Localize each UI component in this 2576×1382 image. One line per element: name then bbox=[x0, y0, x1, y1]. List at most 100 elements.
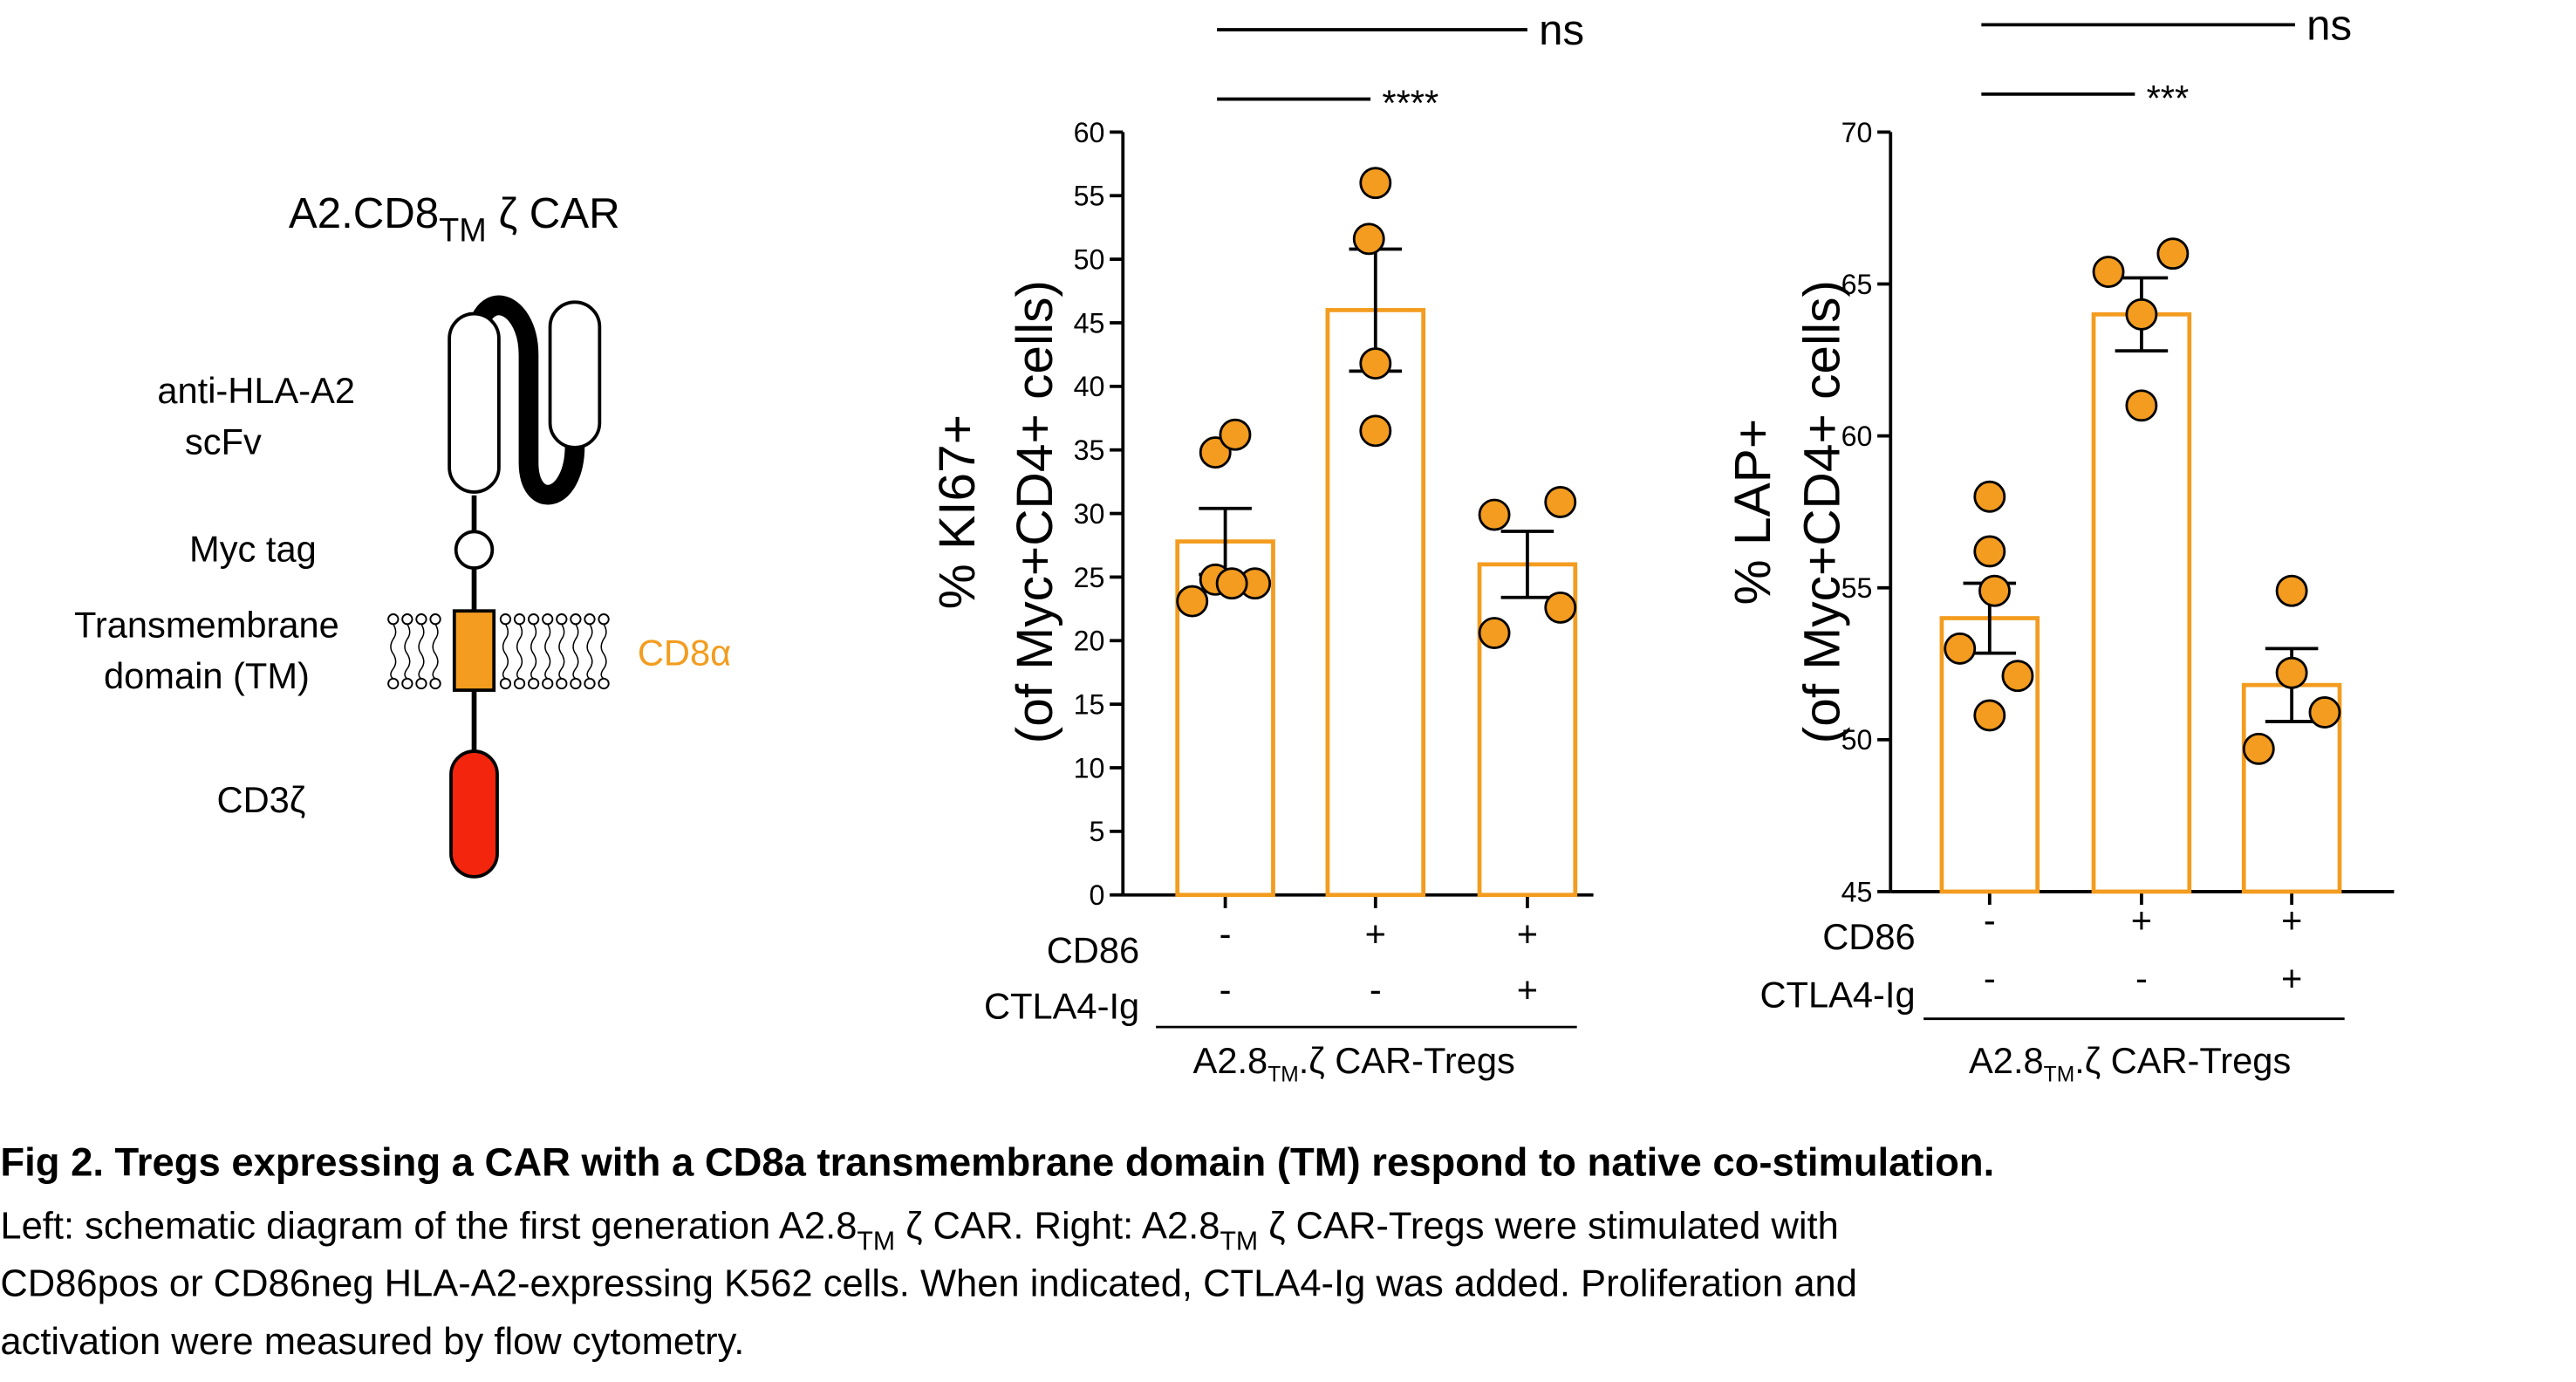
lipid-tail bbox=[530, 623, 537, 680]
lipid-tail bbox=[390, 623, 397, 680]
data-point bbox=[2125, 298, 2158, 331]
condition-sign: + bbox=[1517, 969, 1538, 1010]
label: CD8α bbox=[638, 633, 731, 674]
data-point bbox=[2275, 656, 2308, 689]
data-point bbox=[1973, 535, 2006, 568]
lipid-head bbox=[542, 677, 554, 690]
lipid-head bbox=[513, 677, 526, 690]
cd3-domain bbox=[449, 749, 499, 879]
bar bbox=[1325, 308, 1426, 898]
lipid-head bbox=[570, 677, 582, 690]
lipid-tail bbox=[404, 623, 411, 680]
label: CD3ζ bbox=[217, 779, 306, 820]
data-point bbox=[1352, 222, 1385, 256]
caption-sub: TM bbox=[1220, 1228, 1258, 1256]
data-point bbox=[1944, 632, 1977, 665]
lipid-head bbox=[598, 613, 610, 626]
y-tick-label: 50 bbox=[1074, 243, 1105, 275]
comparison-label: ns bbox=[1539, 6, 1584, 54]
y-tick-label: 25 bbox=[1074, 562, 1105, 593]
y-tick-label: 70 bbox=[1841, 117, 1873, 148]
y-tick-label: 10 bbox=[1074, 752, 1105, 783]
title-part: ζ CAR bbox=[487, 189, 620, 237]
lipid-head bbox=[429, 613, 441, 626]
lipid-tail bbox=[572, 623, 579, 680]
data-point bbox=[2001, 660, 2034, 693]
data-point bbox=[1176, 585, 1209, 618]
caption-line: activation were measured by flow cytomet… bbox=[0, 1321, 744, 1363]
data-point bbox=[2156, 237, 2190, 270]
data-point bbox=[2125, 389, 2158, 422]
condition-sign: + bbox=[1517, 913, 1538, 954]
row-label: CD86 bbox=[1822, 916, 1915, 957]
chart: 45 50 55 60 65 70 % LAP+ (of Myc+CD4+ cells) - - +… bbox=[1725, 1, 2395, 1087]
data-point bbox=[1359, 414, 1392, 448]
comparison-label: *** bbox=[2147, 78, 2190, 119]
y-tick-label: 60 bbox=[1074, 117, 1105, 148]
lipid-head bbox=[584, 677, 596, 690]
lipid-head bbox=[542, 613, 554, 626]
lipid-tail bbox=[600, 623, 607, 680]
data-point bbox=[1478, 617, 1511, 649]
y-tick-label: 55 bbox=[1841, 572, 1873, 604]
condition-sign: - bbox=[1220, 913, 1232, 954]
caption-part: ζ CAR. Right: A2.8 bbox=[895, 1205, 1220, 1247]
condition-sign: + bbox=[2281, 957, 2302, 998]
data-point bbox=[1973, 480, 2006, 513]
y-tick-label: 65 bbox=[1841, 269, 1873, 300]
caption-part: Left: schematic diagram of the first gen… bbox=[0, 1205, 857, 1247]
y-tick-label: 35 bbox=[1074, 434, 1105, 466]
lipid-head bbox=[528, 613, 540, 626]
lipid-tail bbox=[502, 623, 509, 680]
y-tick-label: 20 bbox=[1074, 626, 1105, 657]
title-sub: TM bbox=[439, 212, 487, 249]
myc-tag bbox=[454, 530, 495, 570]
condition-sign: - bbox=[1984, 900, 1996, 941]
lipid-head bbox=[528, 677, 540, 690]
y-tick-label: 30 bbox=[1074, 498, 1105, 530]
diagram: A2.CD8TM ζ CAR anti-HLA-A2 scFv Myc tag … bbox=[74, 189, 731, 879]
diagram-title: A2.CD8TM ζ CAR bbox=[289, 189, 620, 249]
vl-domain bbox=[548, 300, 602, 449]
lipid-head bbox=[570, 613, 582, 626]
lipid-head bbox=[415, 613, 427, 626]
group-label: A2.8TM.ζ CAR-Tregs bbox=[1193, 1040, 1515, 1086]
caption-line: Left: schematic diagram of the first gen… bbox=[0, 1205, 1838, 1255]
title-part: A2.CD8 bbox=[289, 189, 439, 237]
caption: Fig 2. Tregs expressing a CAR with a CD8… bbox=[0, 1139, 1994, 1362]
data-point bbox=[1978, 574, 2011, 607]
group-label-part: .ζ CAR-Tregs bbox=[2074, 1040, 2291, 1081]
lipid-tail bbox=[516, 623, 523, 680]
data-point bbox=[2242, 732, 2275, 765]
y-axis-label: % LAP+ bbox=[1725, 419, 1781, 605]
y-tick-label: 45 bbox=[1841, 876, 1873, 907]
comparison-label: **** bbox=[1382, 82, 1438, 123]
y-tick-label: 55 bbox=[1074, 181, 1105, 212]
data-point bbox=[1544, 591, 1577, 624]
y-axis-label: (of Myc+CD4+ cells) bbox=[1794, 280, 1851, 743]
lipid-head bbox=[598, 677, 610, 690]
data-point bbox=[1973, 699, 2006, 732]
lipid-head bbox=[556, 677, 568, 690]
linker bbox=[464, 295, 585, 505]
lipid-head bbox=[401, 613, 413, 626]
chart: 0 5 10 15 20 25 30 35 40 45 50 55 60 % KI67+ (of Myc+C… bbox=[929, 6, 1594, 1087]
lipid-tail bbox=[558, 623, 565, 680]
group-label-part: A2.8 bbox=[1193, 1040, 1268, 1081]
label: scFv bbox=[185, 421, 262, 462]
lipid-head bbox=[401, 677, 413, 690]
label: anti-HLA-A2 bbox=[157, 370, 355, 411]
error-bar bbox=[1500, 530, 1554, 599]
lipid-tail bbox=[544, 623, 551, 680]
caption-line: CD86pos or CD86neg HLA-A2-expressing K56… bbox=[0, 1263, 1857, 1305]
condition-sign: + bbox=[2131, 900, 2152, 941]
condition-sign: - bbox=[1984, 957, 1996, 998]
membrane bbox=[387, 613, 610, 690]
y-tick-label: 50 bbox=[1841, 724, 1873, 756]
lipid-head bbox=[415, 677, 427, 690]
y-axis-label: % KI67+ bbox=[929, 414, 986, 609]
data-point bbox=[2092, 256, 2125, 289]
lipid-tail bbox=[432, 623, 439, 680]
group-label: A2.8TM.ζ CAR-Tregs bbox=[1969, 1040, 2291, 1086]
data-point bbox=[1215, 567, 1248, 600]
